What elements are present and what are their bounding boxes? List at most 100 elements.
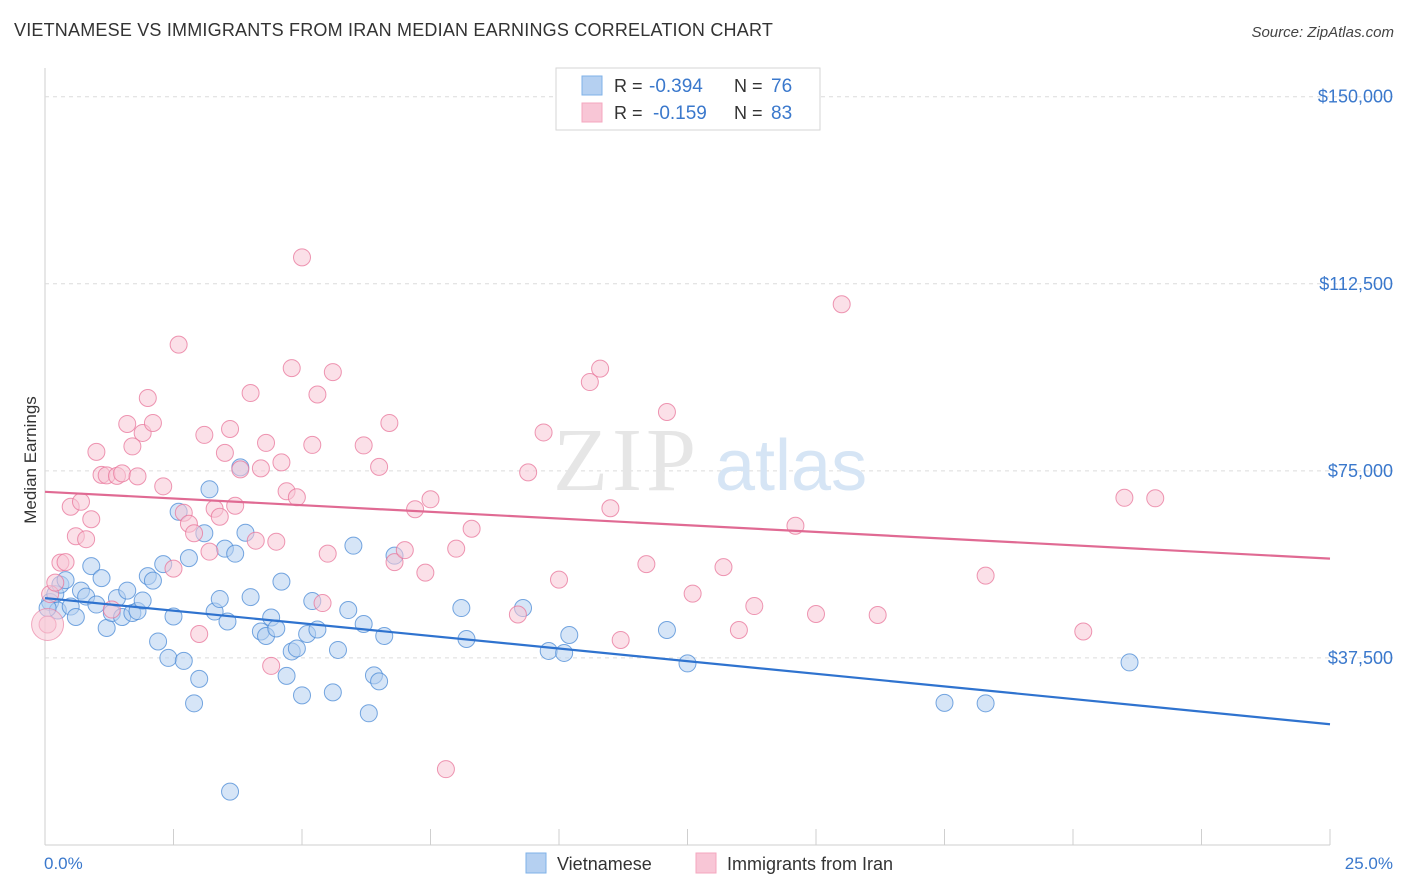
vietnamese-point: [174, 651, 193, 670]
vietnamese-point: [226, 544, 245, 563]
vietnamese-point: [344, 536, 363, 555]
vietnamese-point: [210, 590, 229, 609]
iran-point: [714, 558, 733, 577]
iran-point: [318, 544, 337, 563]
source-label: Source: ZipAtlas.com: [1251, 24, 1394, 41]
legend-n-label-1: N =: [734, 76, 763, 96]
vietnamese-point: [370, 672, 389, 691]
vietnamese-point: [97, 618, 116, 637]
iran-point: [200, 542, 219, 561]
iran-point: [395, 541, 414, 560]
vietnamese-point: [190, 669, 209, 688]
iran-point: [313, 594, 332, 613]
legend-swatch-vietnamese: [581, 75, 603, 96]
legend-swatch-iran: [581, 102, 603, 123]
vietnamese-point: [185, 694, 204, 713]
vietnamese-point: [1120, 653, 1139, 672]
vietnamese-point: [118, 581, 137, 600]
iran-point: [293, 248, 311, 267]
vietnamese-point: [200, 480, 219, 499]
iran-point: [87, 442, 106, 461]
vietnamese-point: [935, 693, 954, 712]
y-tick-label: $75,000: [1328, 461, 1393, 481]
iran-point: [508, 605, 527, 624]
vietnamese-point: [555, 643, 574, 662]
iran-point: [370, 457, 389, 476]
bottom-legend-label-iran: Immigrants from Iran: [727, 854, 893, 874]
vietnamese-point: [277, 666, 296, 685]
vietnamese-point: [560, 625, 579, 644]
x-ticks: [173, 829, 1331, 845]
iran-point: [185, 524, 204, 543]
vietnamese-point: [149, 632, 168, 651]
bottom-legend-swatch-iran: [695, 852, 717, 874]
iran-point: [380, 413, 399, 432]
x-tick-label-right: 25.0%: [1345, 854, 1393, 873]
iran-point: [246, 531, 265, 550]
vietnamese-point: [976, 694, 995, 713]
iran-point: [215, 443, 234, 462]
iran-point: [745, 597, 764, 616]
iran-point: [226, 496, 245, 515]
bottom-legend: Vietnamese Immigrants from Iran: [525, 852, 893, 874]
iran-point: [210, 507, 229, 526]
iran-point: [519, 463, 538, 482]
iran-point: [637, 555, 656, 574]
iran-point: [138, 389, 157, 408]
vietnamese-point: [328, 640, 347, 659]
legend-r-label-1: R =: [614, 76, 643, 96]
vietnamese-point: [359, 704, 378, 723]
iran-point: [447, 539, 466, 558]
iran-point: [868, 606, 887, 625]
legend-r-value-2: -0.159: [653, 103, 707, 124]
iran-point: [534, 423, 553, 442]
iran-point: [807, 605, 825, 624]
iran-point: [282, 359, 301, 378]
vietnamese-point: [267, 619, 286, 638]
vietnamese-point: [143, 571, 162, 590]
vietnamese-point: [339, 601, 358, 620]
iran-point: [832, 295, 851, 314]
iran-point: [118, 414, 137, 433]
iran-point: [241, 384, 260, 403]
iran-point: [611, 630, 630, 649]
vietnamese-point: [452, 599, 471, 618]
iran-point: [221, 419, 240, 438]
iran-point: [406, 500, 425, 519]
iran-point: [190, 624, 209, 643]
iran-point: [82, 510, 101, 529]
watermark-atlas: atlas: [715, 426, 867, 506]
watermark-zip: ZIP: [553, 411, 700, 510]
iran-point: [462, 519, 481, 538]
iran-point: [303, 435, 322, 454]
vietnamese-point: [539, 641, 558, 660]
chart-title: VIETNAMESE VS IMMIGRANTS FROM IRAN MEDIA…: [14, 20, 774, 40]
iran-point: [251, 459, 270, 478]
iran-point: [267, 532, 286, 551]
y-tick-labels: $37,500 $75,000 $112,500 $150,000: [1318, 87, 1393, 668]
legend-n-label-2: N =: [734, 103, 763, 123]
iran-point: [385, 553, 404, 572]
iran-point: [164, 559, 183, 578]
legend-n-value-1: 76: [771, 76, 792, 97]
iran-point: [416, 563, 435, 582]
y-tick-label: $37,500: [1328, 648, 1393, 668]
legend-r-label-2: R =: [614, 103, 643, 123]
iran-point: [550, 570, 568, 589]
iran-point: [123, 437, 142, 456]
iran-point: [1115, 488, 1134, 507]
vietnamese-point: [293, 686, 311, 705]
vietnamese-point: [82, 557, 101, 576]
x-tick-label-left: 0.0%: [44, 854, 83, 873]
vietnamese-point: [221, 782, 240, 801]
vietnamese-point: [164, 607, 183, 626]
iran-point: [976, 566, 995, 585]
bottom-legend-label-vietnamese: Vietnamese: [557, 854, 652, 874]
iran-point: [113, 464, 132, 483]
iran-point: [56, 553, 75, 572]
iran-point: [729, 620, 748, 639]
iran-point-large: [31, 608, 65, 642]
iran-point: [71, 492, 90, 511]
vietnamese-point: [92, 569, 111, 588]
iran-point: [143, 413, 162, 432]
